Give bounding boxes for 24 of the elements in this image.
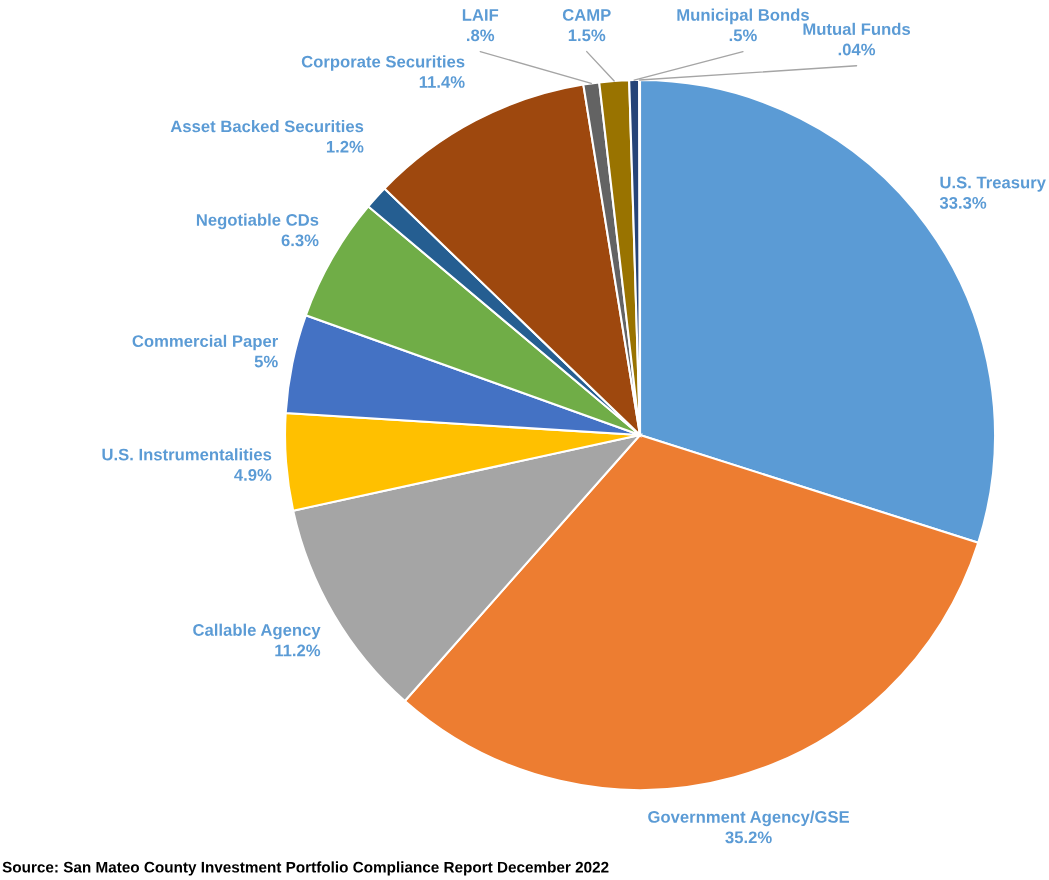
data-label: 4.9% bbox=[234, 469, 272, 481]
source-note: Source: San Mateo County Investment Portfolio Compliance Report December 2022 bbox=[2, 861, 609, 876]
data-label: 11.4% bbox=[419, 76, 465, 88]
data-label: 5% bbox=[254, 355, 278, 368]
data-label: 1.2% bbox=[326, 140, 364, 153]
slice-label: U.S. Instrumentalities bbox=[102, 448, 272, 461]
data-label: .8% bbox=[467, 29, 495, 42]
slice-label: Asset Backed Securities bbox=[170, 120, 364, 133]
data-label: 33.3% bbox=[939, 196, 987, 209]
data-label: 6.3% bbox=[281, 234, 319, 247]
slice-label: Commercial Paper bbox=[132, 334, 278, 351]
slice-label: Corporate Securities bbox=[301, 55, 465, 71]
slice-label: U.S. Treasury bbox=[940, 176, 1046, 192]
data-label: .5% bbox=[729, 29, 757, 42]
slice-label: Negotiable CDs bbox=[196, 213, 319, 230]
slice-label: Callable Agency bbox=[193, 623, 321, 640]
data-label: .04% bbox=[838, 43, 876, 56]
slice-label: Mutual Funds bbox=[803, 22, 911, 36]
slice-label: Government Agency/GSE bbox=[648, 810, 850, 827]
slice-label: CAMP bbox=[562, 9, 611, 21]
data-label: 35.2% bbox=[725, 831, 772, 844]
data-label: 11.2% bbox=[275, 644, 321, 657]
data-label: 1.5% bbox=[568, 29, 606, 42]
slice-label: LAIF bbox=[462, 9, 499, 21]
